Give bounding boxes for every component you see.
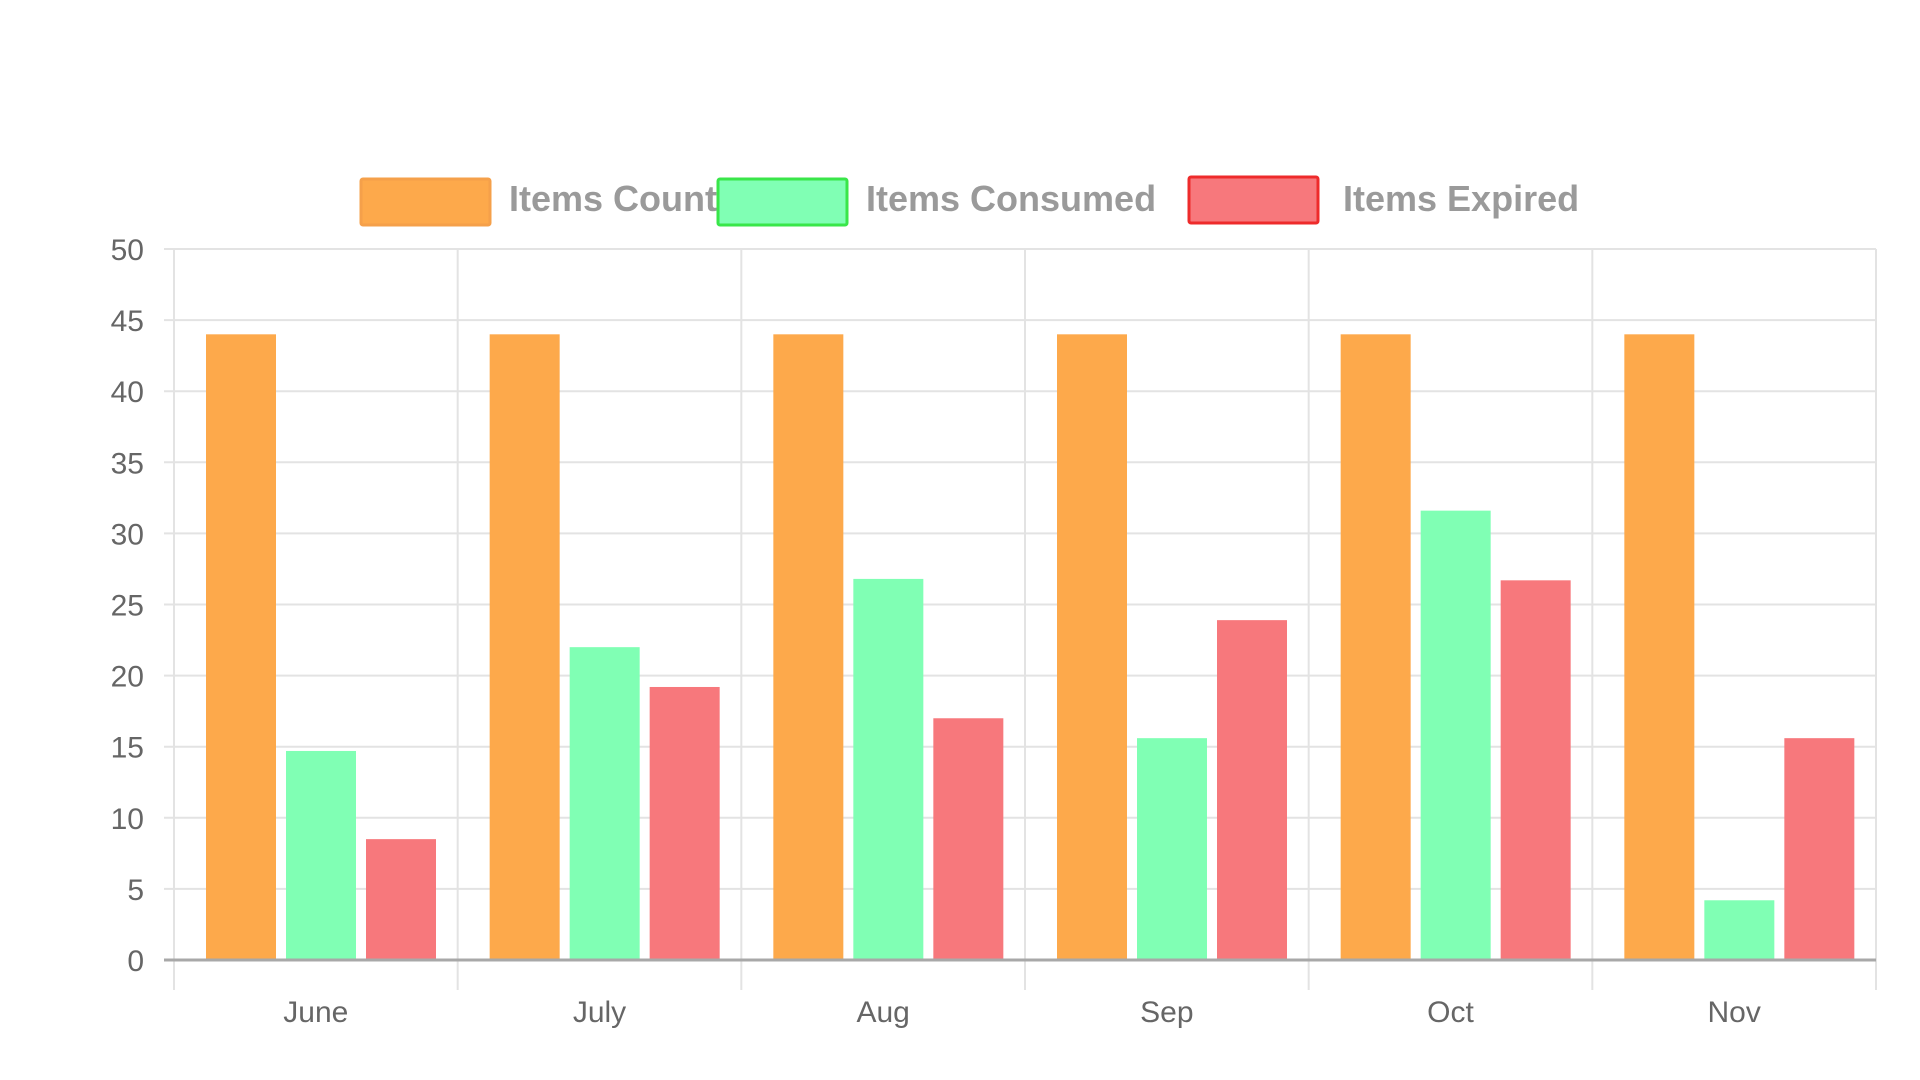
y-tick-label-45: 45 bbox=[111, 305, 144, 338]
bar-items-consumed-sep bbox=[1137, 738, 1207, 960]
y-tick-label-25: 25 bbox=[111, 590, 144, 623]
legend-item-items-count[interactable]: Items Count bbox=[359, 177, 717, 227]
x-tick-label-oct: Oct bbox=[1427, 996, 1474, 1029]
y-tick-label-5: 5 bbox=[127, 874, 144, 907]
legend-label-items-expired: Items Expired bbox=[1343, 178, 1579, 219]
legend-label-items-count: Items Count bbox=[509, 178, 717, 219]
bar-items-expired-oct bbox=[1500, 580, 1571, 960]
bar-items-consumed-june bbox=[286, 750, 356, 960]
plot-area: 0 5 10 15 20 25 30 35 40 45 50 June July Aug Sep Oct Nov bbox=[111, 234, 1877, 1029]
bar-items-count-aug bbox=[773, 334, 844, 960]
bar-items-consumed-nov bbox=[1704, 900, 1775, 960]
y-tick-label-30: 30 bbox=[111, 518, 144, 551]
legend-swatch-items-count bbox=[359, 177, 492, 227]
bar-items-expired-sep bbox=[1217, 620, 1287, 960]
y-tick-label-10: 10 bbox=[111, 803, 144, 836]
legend-item-items-consumed[interactable]: Items Consumed bbox=[716, 177, 1156, 227]
y-tick-label-50: 50 bbox=[111, 234, 144, 267]
x-tick-label-sep: Sep bbox=[1140, 996, 1193, 1029]
bar-items-expired-july bbox=[649, 686, 720, 960]
legend-item-items-expired[interactable]: Items Expired bbox=[1187, 175, 1579, 225]
bar-items-consumed-july bbox=[569, 647, 640, 960]
x-tick-label-june: June bbox=[283, 996, 348, 1029]
y-tick-label-20: 20 bbox=[111, 661, 144, 694]
bar-items-expired-june bbox=[366, 839, 436, 960]
bar-items-consumed-oct bbox=[1420, 510, 1491, 960]
bar-items-count-june bbox=[206, 334, 276, 960]
bar-items-expired-aug bbox=[933, 718, 1004, 960]
bar-items-expired-nov bbox=[1784, 738, 1855, 960]
x-tick-label-july: July bbox=[573, 996, 626, 1029]
y-tick-label-40: 40 bbox=[111, 376, 144, 409]
bar-items-count-oct bbox=[1340, 334, 1411, 960]
bar-items-consumed-aug bbox=[853, 578, 924, 960]
x-tick-label-aug: Aug bbox=[856, 996, 909, 1029]
legend-label-items-consumed: Items Consumed bbox=[866, 178, 1156, 219]
y-tick-label-15: 15 bbox=[111, 732, 144, 765]
bar-items-count-sep bbox=[1057, 334, 1127, 960]
legend-swatch-items-consumed bbox=[716, 177, 849, 227]
y-tick-label-35: 35 bbox=[111, 447, 144, 480]
legend-swatch-items-expired bbox=[1187, 175, 1320, 225]
x-tick-label-nov: Nov bbox=[1707, 996, 1760, 1029]
bar-items-count-july bbox=[489, 334, 560, 960]
legend: Items Count Items Consumed Items Expired bbox=[359, 175, 1579, 227]
y-tick-label-0: 0 bbox=[127, 945, 144, 978]
bar-items-count-nov bbox=[1624, 334, 1695, 960]
